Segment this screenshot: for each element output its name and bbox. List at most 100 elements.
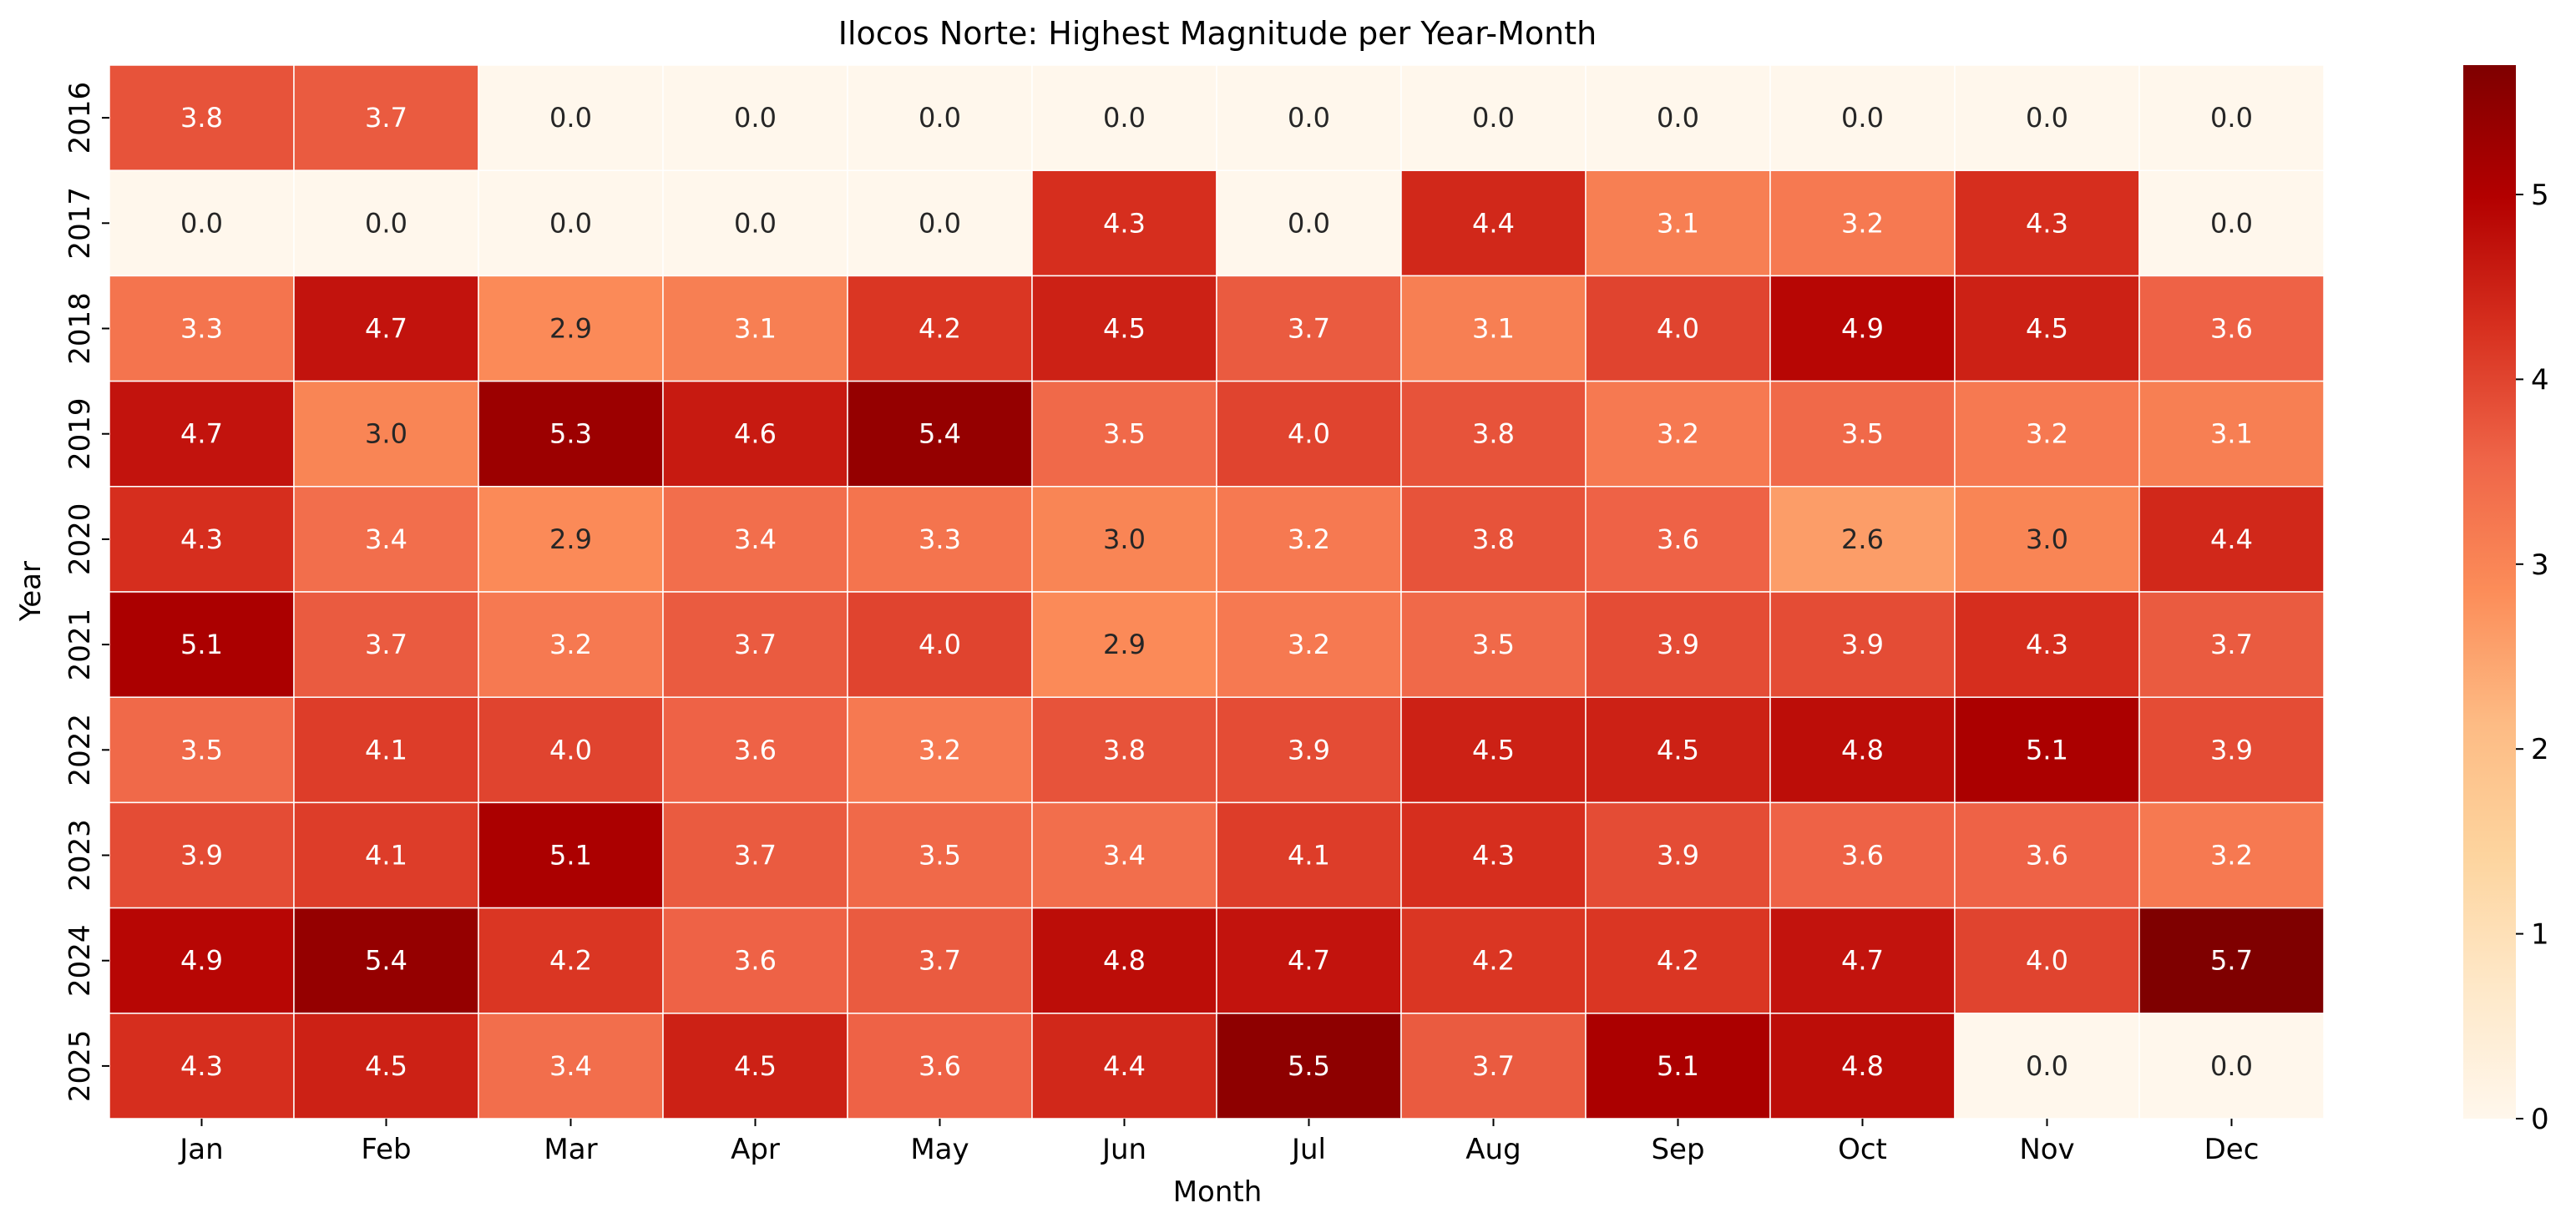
- heatmap-cell: [847, 169, 1033, 277]
- cell-value-label: 5.3: [549, 418, 592, 450]
- cell-value-label: 3.7: [1472, 1050, 1515, 1082]
- cell-value-label: 3.2: [2026, 418, 2068, 450]
- cell-value-label: 3.2: [2210, 840, 2253, 872]
- cell-value-label: 5.4: [365, 945, 407, 977]
- cell-value-label: 0.0: [734, 102, 777, 134]
- cell-value-label: 3.2: [1657, 418, 1699, 450]
- cell-value-label: 4.3: [1472, 840, 1515, 872]
- heatmap-cell: [478, 907, 664, 1014]
- heatmap-cell: [1954, 275, 2140, 382]
- y-tick-label: 2019: [63, 397, 97, 470]
- heatmap-cell: [662, 1013, 848, 1119]
- cell-value-label: 4.3: [180, 523, 223, 555]
- cell-value-label: 0.0: [1288, 207, 1330, 239]
- x-axis-ticks: Jan Feb Mar Apr May Jun Jul Aug Sep Oct Nov Dec: [178, 1119, 2259, 1166]
- heatmap-cell: [847, 1013, 1033, 1119]
- cell-value-label: 4.3: [180, 1050, 223, 1082]
- heatmap-cell: [2138, 64, 2325, 171]
- heatmap-cell: [293, 907, 479, 1014]
- cell-value-label: 4.1: [1288, 840, 1330, 872]
- cell-value-label: 3.6: [1841, 840, 1884, 872]
- heatmap-cell: [2138, 801, 2325, 909]
- heatmap-cell: [1400, 1013, 1587, 1119]
- heatmap-cell: [2138, 591, 2325, 698]
- heatmap-cell: [109, 696, 295, 804]
- colorbar-tick-label: 5: [2531, 179, 2549, 212]
- heatmap-cell: [1954, 486, 2140, 593]
- heatmap-cell-labels: 3.8 3.7 0.0 0.0 0.0 0.0 0.0 0.0 0.0 0.0 0.0 0.0 0.0 0…: [180, 102, 2253, 1082]
- heatmap-cell: [293, 169, 479, 277]
- heatmap-cell: [1954, 696, 2140, 804]
- heatmap-cell: [1585, 486, 1771, 593]
- cell-value-label: 3.4: [549, 1050, 592, 1082]
- y-tick-label: 2017: [63, 187, 97, 260]
- cell-value-label: 3.9: [1288, 734, 1330, 766]
- x-tick-label: Mar: [544, 1133, 597, 1166]
- heatmap-cell: [1216, 801, 1402, 909]
- cell-value-label: 4.9: [1841, 313, 1884, 345]
- cell-value-label: 4.7: [365, 313, 407, 345]
- cell-value-label: 4.4: [2210, 523, 2253, 555]
- heatmap-cell: [293, 801, 479, 909]
- heatmap-cell: [662, 591, 848, 698]
- cell-value-label: 0.0: [919, 102, 961, 134]
- heatmap-cell: [2138, 696, 2325, 804]
- cell-value-label: 4.2: [919, 313, 961, 345]
- cell-value-label: 0.0: [2026, 102, 2068, 134]
- cell-value-label: 0.0: [549, 102, 592, 134]
- heatmap-cell: [1769, 801, 1956, 909]
- colorbar-gradient: [2463, 65, 2516, 1119]
- x-tick-label: Nov: [2019, 1133, 2074, 1166]
- cell-value-label: 4.9: [180, 945, 223, 977]
- heatmap-cell: [1031, 1013, 1217, 1119]
- colorbar: 0 1 2 3 4 5: [2463, 65, 2549, 1136]
- cell-value-label: 3.0: [2026, 523, 2068, 555]
- heatmap-cell: [662, 64, 848, 171]
- cell-value-label: 0.0: [2210, 1050, 2253, 1082]
- x-axis-label: Month: [1173, 1175, 1263, 1209]
- cell-value-label: 3.8: [1103, 734, 1146, 766]
- x-tick-label: Jun: [1101, 1133, 1146, 1166]
- x-tick-label: May: [910, 1133, 969, 1166]
- cell-value-label: 3.7: [919, 945, 961, 977]
- cell-value-label: 4.2: [549, 945, 592, 977]
- heatmap-cell: [2138, 1013, 2325, 1119]
- heatmap-cell: [1216, 275, 1402, 382]
- heatmap-cell: [1954, 801, 2140, 909]
- heatmap-cell: [1216, 380, 1402, 488]
- x-tick-label: Dec: [2204, 1133, 2260, 1166]
- y-tick-label: 2020: [63, 503, 97, 576]
- heatmap-cell: [1031, 696, 1217, 804]
- cell-value-label: 4.2: [1657, 945, 1699, 977]
- cell-value-label: 4.5: [365, 1050, 407, 1082]
- cell-value-label: 0.0: [734, 207, 777, 239]
- heatmap-cell: [1031, 380, 1217, 488]
- cell-value-label: 5.7: [2210, 945, 2253, 977]
- cell-value-label: 3.7: [365, 102, 407, 134]
- heatmap-cell: [1585, 907, 1771, 1014]
- heatmap-cell: [293, 380, 479, 488]
- cell-value-label: 4.8: [1103, 945, 1146, 977]
- cell-value-label: 3.1: [2210, 418, 2253, 450]
- cell-value-label: 4.8: [1841, 734, 1884, 766]
- x-tick-label: Sep: [1651, 1133, 1704, 1166]
- cell-value-label: 3.8: [1472, 523, 1515, 555]
- cell-value-label: 3.4: [365, 523, 407, 555]
- cell-value-label: 3.1: [1472, 313, 1515, 345]
- cell-value-label: 3.6: [919, 1050, 961, 1082]
- cell-value-label: 3.7: [734, 629, 777, 660]
- cell-value-label: 3.2: [1841, 207, 1884, 239]
- cell-value-label: 4.7: [1288, 945, 1330, 977]
- heatmap-cell: [1954, 1013, 2140, 1119]
- cell-value-label: 3.9: [1657, 629, 1699, 660]
- cell-value-label: 0.0: [1472, 102, 1515, 134]
- cell-value-label: 3.3: [919, 523, 961, 555]
- heatmap-cell: [478, 275, 664, 382]
- heatmap-cell: [109, 275, 295, 382]
- heatmap-cell: [662, 275, 848, 382]
- heatmap-cell: [1769, 591, 1956, 698]
- cell-value-label: 4.0: [1288, 418, 1330, 450]
- cell-value-label: 0.0: [2210, 207, 2253, 239]
- y-tick-label: 2018: [63, 292, 97, 365]
- cell-value-label: 4.4: [1472, 207, 1515, 239]
